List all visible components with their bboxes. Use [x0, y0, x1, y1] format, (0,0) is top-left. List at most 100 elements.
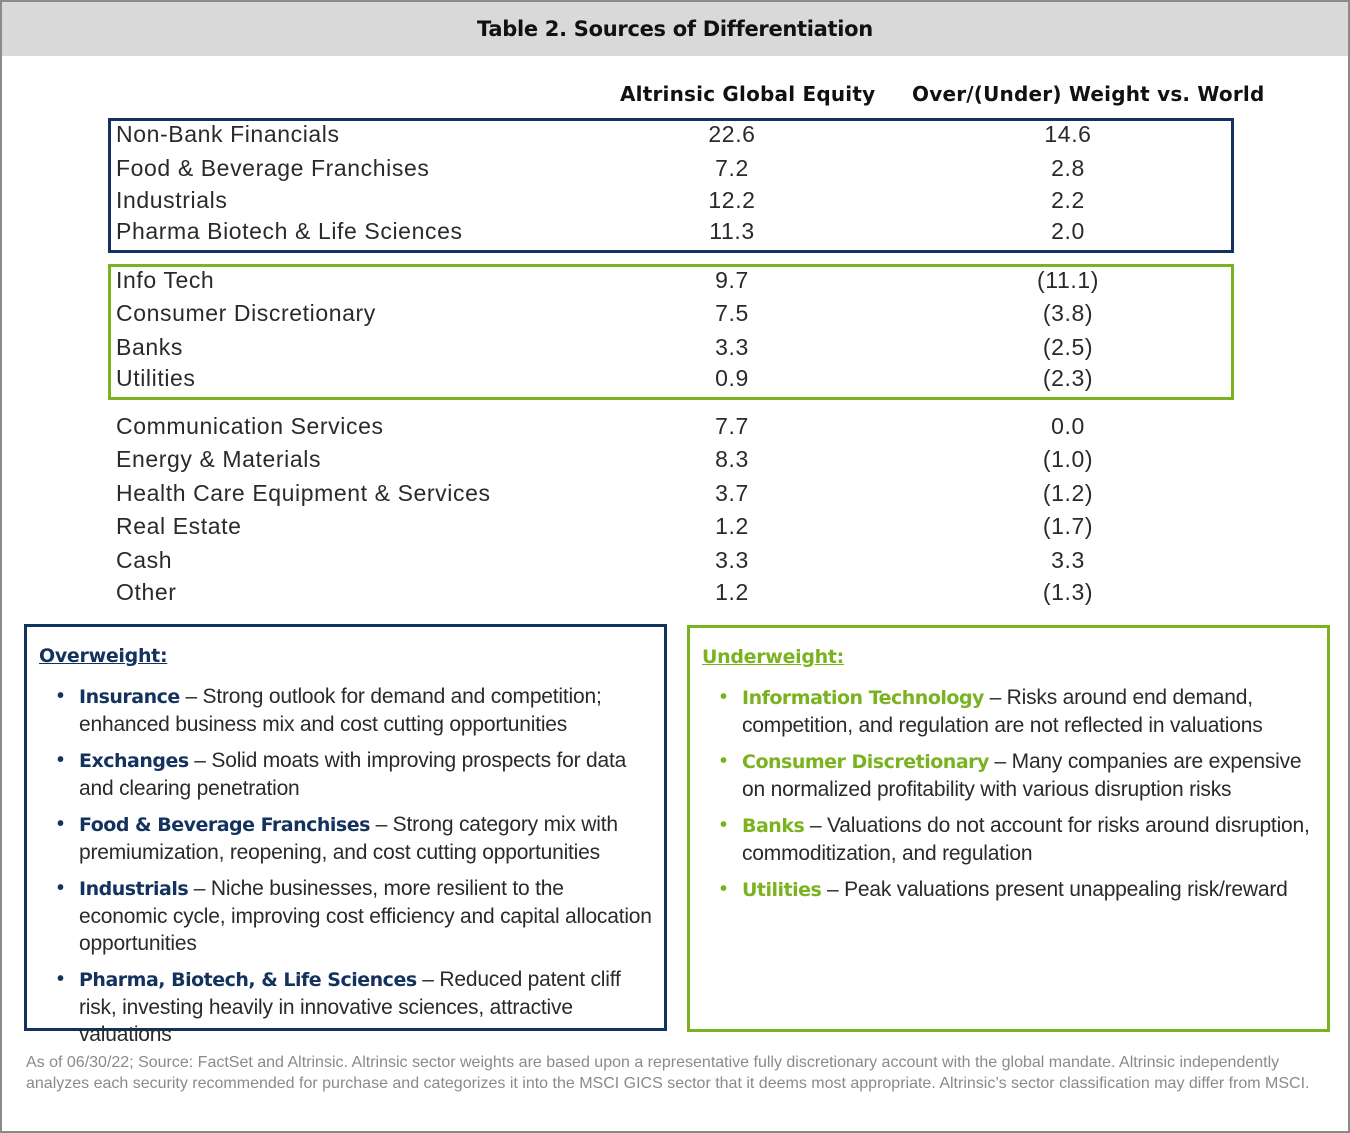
table-row: Cash 3.3 3.3 [116, 547, 1236, 579]
bullet-text: – Reduced patent cliff risk, investing h… [79, 968, 621, 1046]
overweight-panel: Overweight: • Insurance – Strong outlook … [24, 624, 667, 1046]
bullet-text: – Strong outlook for demand and competit… [79, 685, 602, 736]
bullet-icon: • [57, 749, 64, 771]
relative-weight: (11.1) [1037, 267, 1099, 293]
table-row: Other 1.2 (1.3) [116, 579, 1236, 611]
portfolio-weight: 22.6 [708, 121, 756, 147]
table-title: Table 2. Sources of Differentiation [2, 2, 1348, 56]
bullet-text: – Peak valuations present unappealing ri… [821, 878, 1288, 901]
relative-weight: 2.2 [1051, 187, 1085, 213]
bullet-icon: • [720, 750, 727, 772]
bullet-icon: • [720, 878, 727, 900]
bullet-term: Banks [742, 815, 805, 837]
table-row: Food & Beverage Franchises 7.2 2.8 [116, 155, 1236, 187]
portfolio-weight: 7.7 [715, 413, 749, 439]
portfolio-weight: 8.3 [715, 446, 749, 472]
relative-weight: 3.3 [1051, 547, 1085, 573]
table-row: Energy & Materials 8.3 (1.0) [116, 446, 1236, 478]
portfolio-weight: 3.3 [715, 547, 749, 573]
bullet-text: – Strong category mix with premiumizatio… [79, 813, 618, 864]
sector-label: Other [116, 579, 177, 605]
relative-weight: (1.7) [1042, 513, 1094, 539]
bullet-icon: • [57, 968, 64, 990]
table-row: Consumer Discretionary 7.5 (3.8) [116, 300, 1236, 332]
bullet-text: – Solid moats with improving prospects f… [79, 749, 627, 800]
bullet-term: Consumer Discretionary [742, 751, 989, 773]
sector-label: Banks [116, 334, 183, 360]
portfolio-weight: 9.7 [715, 267, 749, 293]
portfolio-weight: 12.2 [708, 187, 756, 213]
relative-weight: 0.0 [1051, 413, 1085, 439]
footnote: As of 06/30/22; Source: FactSet and Altr… [26, 1054, 1310, 1092]
sector-label: Non-Bank Financials [116, 121, 340, 147]
underweight-list: • Information Technology – Risks around e… [720, 684, 1317, 904]
list-item: • Banks – Valuations do not account for r… [720, 812, 1317, 867]
bullet-text: – Risks around end demand, competition, … [742, 686, 1263, 737]
portfolio-weight: 1.2 [715, 513, 749, 539]
relative-weight: (1.0) [1042, 446, 1094, 472]
bullet-icon: • [720, 814, 727, 836]
relative-weight: 14.6 [1044, 121, 1092, 147]
portfolio-weight: 7.5 [715, 300, 749, 326]
underweight-group-box [108, 264, 1234, 400]
bullet-icon: • [720, 686, 727, 708]
relative-weight: (2.3) [1042, 365, 1094, 391]
relative-weight: (1.2) [1042, 480, 1094, 506]
list-item: • Consumer Discretionary – Many companies… [720, 748, 1317, 803]
sector-label: Health Care Equipment & Services [116, 480, 491, 506]
sector-label: Info Tech [116, 267, 215, 293]
relative-weight: 2.0 [1051, 218, 1085, 244]
sector-label: Cash [116, 547, 173, 573]
bullet-icon: • [57, 813, 64, 835]
table-row: Communication Services 7.7 0.0 [116, 413, 1236, 445]
bullet-term: Industrials [79, 878, 189, 900]
bullet-text: – Valuations do not account for risks ar… [742, 814, 1310, 865]
bullet-term: Insurance [79, 686, 180, 708]
relative-weight: (1.3) [1042, 579, 1094, 605]
table-row: Health Care Equipment & Services 3.7 (1.… [116, 480, 1236, 512]
bullet-text: – Many companies are expensive on normal… [742, 750, 1302, 801]
portfolio-weight: 7.2 [715, 155, 749, 181]
sector-label: Food & Beverage Franchises [116, 155, 430, 181]
table-row: Banks 3.3 (2.5) [116, 334, 1236, 366]
underweight-panel: Underweight: • Information Technology – R… [687, 625, 1330, 1032]
list-item: • Industrials – Niche businesses, more re… [57, 875, 654, 957]
bullet-term: Utilities [742, 879, 822, 901]
list-item: • Exchanges – Solid moats with improving … [57, 747, 654, 802]
bullet-term: Pharma, Biotech, & Life Sciences [79, 969, 417, 991]
sector-label: Consumer Discretionary [116, 300, 376, 326]
portfolio-weight: 11.3 [709, 218, 755, 244]
overweight-list: • Insurance – Strong outlook for demand a… [57, 683, 654, 1048]
table-row: Industrials 12.2 2.2 [116, 187, 1236, 219]
table-row: Real Estate 1.2 (1.7) [116, 513, 1236, 545]
sector-label: Pharma Biotech & Life Sciences [116, 218, 463, 244]
relative-weight: 2.8 [1051, 155, 1085, 181]
bullet-term: Food & Beverage Franchises [79, 814, 370, 836]
portfolio-weight: 0.9 [715, 365, 749, 391]
table-row: Non-Bank Financials 22.6 14.6 [116, 121, 1236, 153]
bullet-term: Exchanges [79, 750, 189, 772]
overweight-group-box [108, 118, 1234, 253]
sector-label: Energy & Materials [116, 446, 322, 472]
underweight-heading: Underweight: [702, 646, 844, 668]
relative-weight: (3.8) [1042, 300, 1094, 326]
bullet-term: Information Technology [742, 687, 984, 709]
column-header-relative: Over/(Under) Weight vs. World [912, 82, 1265, 106]
table-row: Utilities 0.9 (2.3) [116, 365, 1236, 397]
sector-label: Communication Services [116, 413, 384, 439]
list-item: • Food & Beverage Franchises – Strong cat… [57, 811, 654, 866]
bullet-icon: • [57, 685, 64, 707]
relative-weight: (2.5) [1042, 334, 1094, 360]
table-row: Pharma Biotech & Life Sciences 11.3 2.0 [116, 218, 1236, 250]
list-item: • Pharma, Biotech, & Life Sciences – Redu… [57, 966, 654, 1048]
sector-label: Utilities [116, 365, 196, 391]
overweight-heading: Overweight: [39, 645, 168, 667]
bullet-icon: • [57, 877, 64, 899]
table-row: Info Tech 9.7 (11.1) [116, 267, 1236, 299]
column-header-portfolio: Altrinsic Global Equity [620, 82, 876, 106]
sector-label: Industrials [116, 187, 228, 213]
portfolio-weight: 3.3 [715, 334, 749, 360]
bullet-text: – Niche businesses, more resilient to th… [79, 877, 652, 955]
list-item: • Information Technology – Risks around e… [720, 684, 1317, 739]
list-item: • Insurance – Strong outlook for demand a… [57, 683, 654, 738]
